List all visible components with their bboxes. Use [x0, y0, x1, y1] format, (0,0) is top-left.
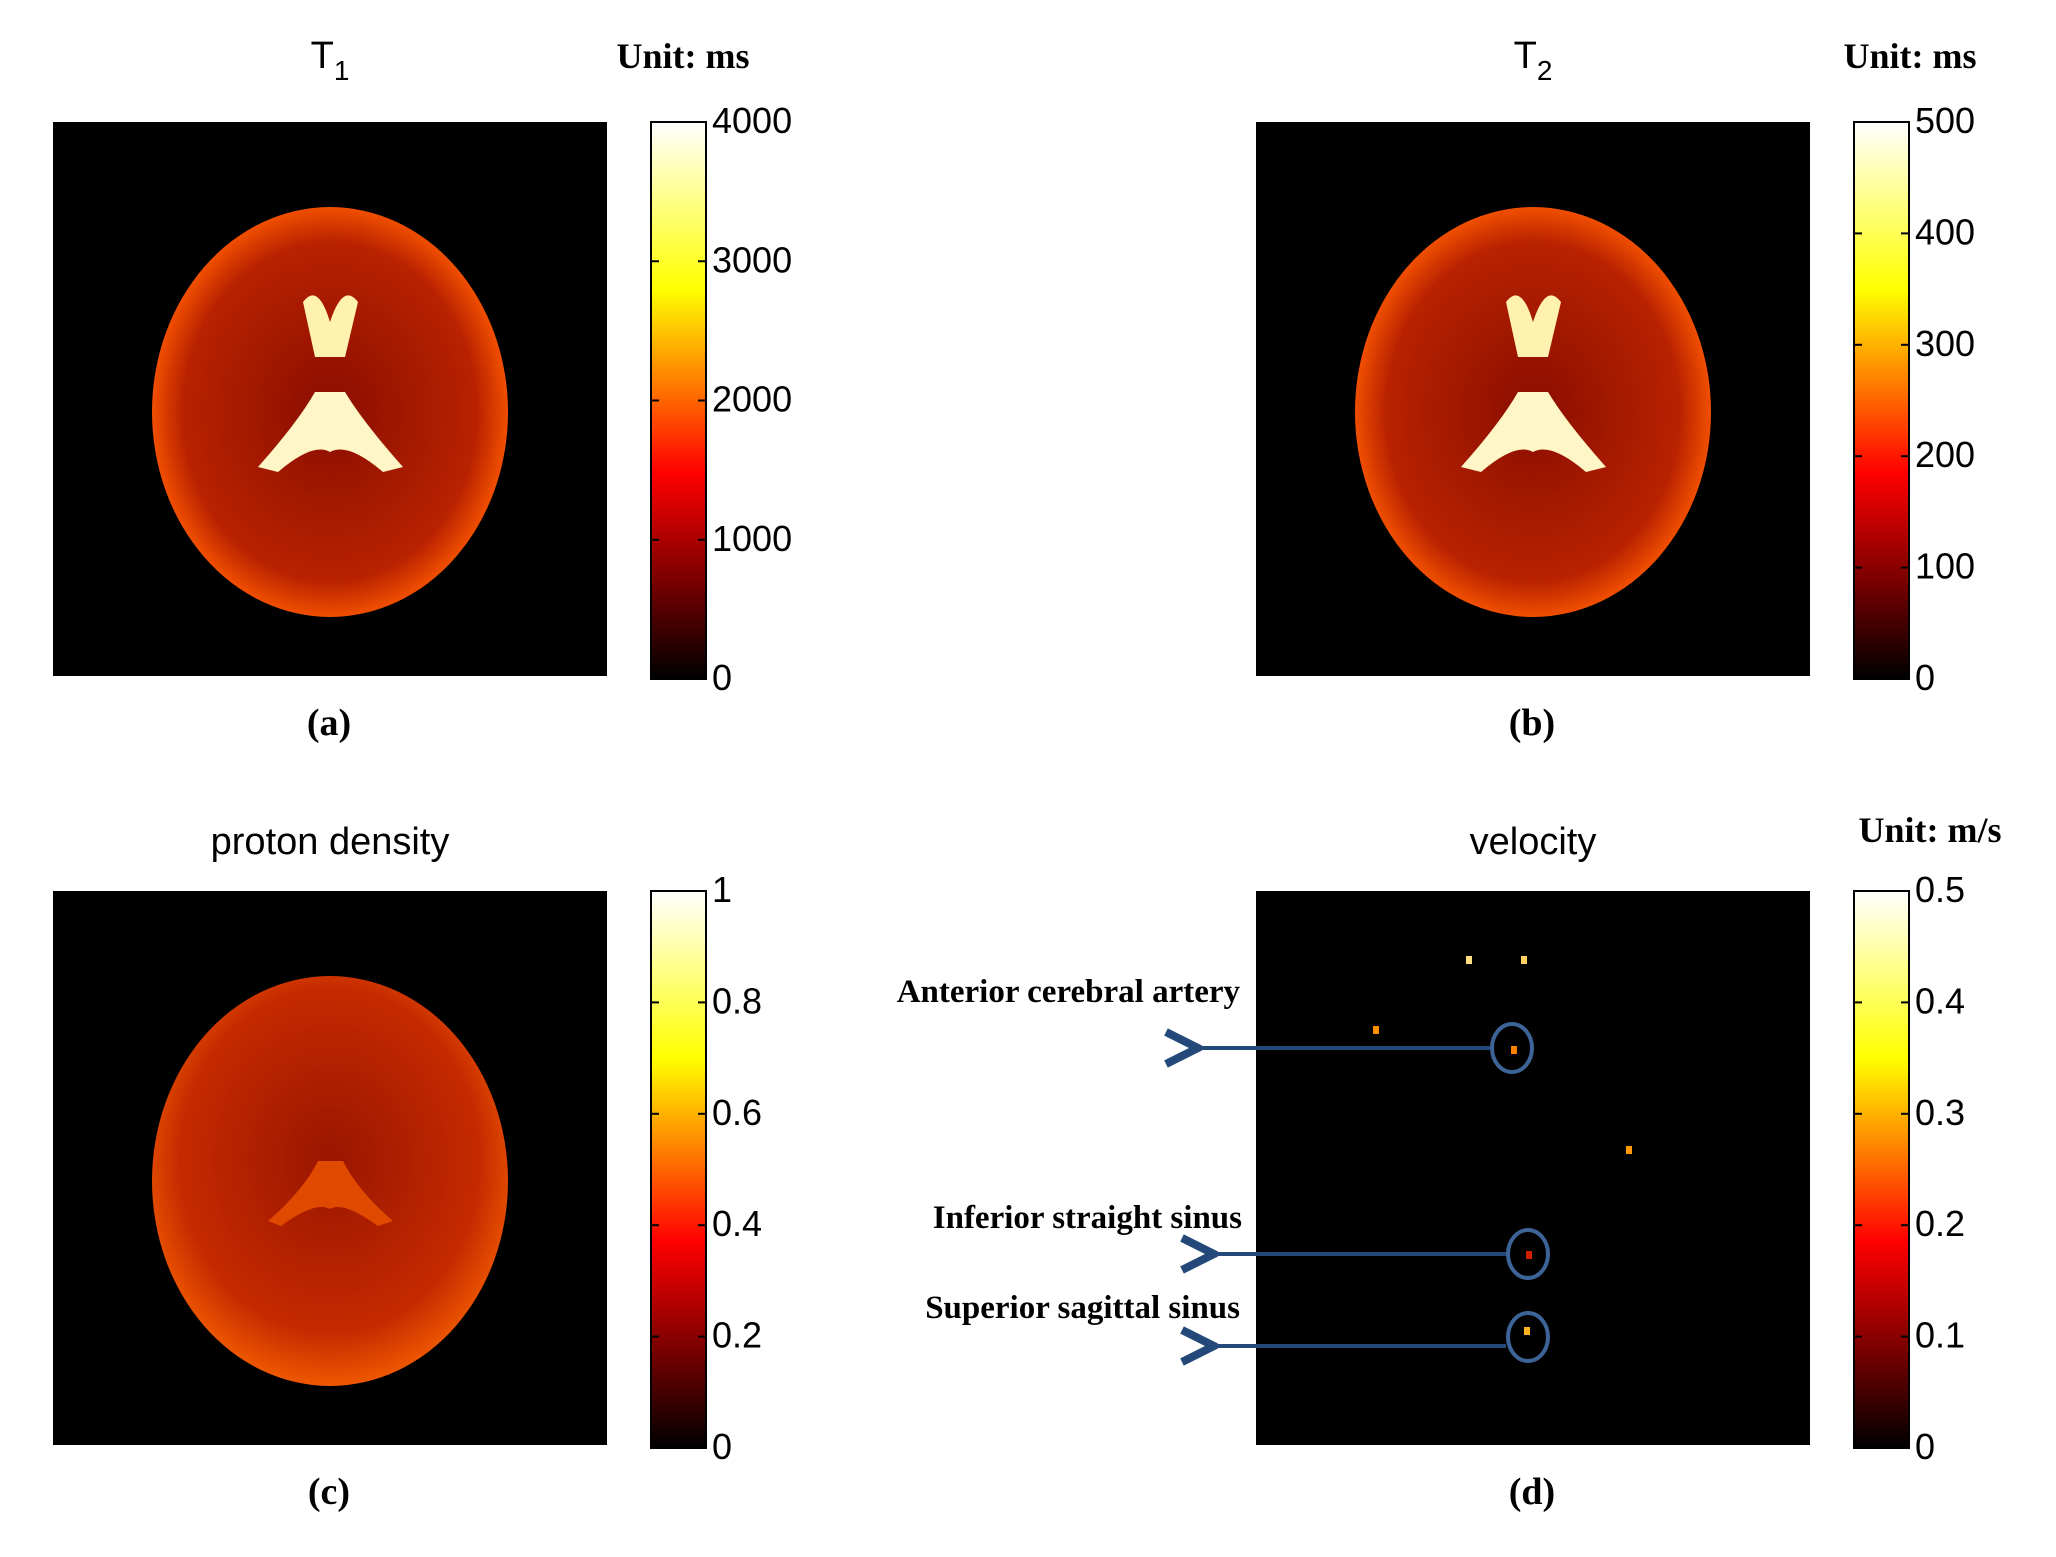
panel-title: T2: [1514, 35, 1553, 86]
vessel-pixel: [1373, 1026, 1379, 1034]
title-subscript: 2: [1537, 55, 1553, 86]
colorbar-tick-label: 0: [1915, 1426, 1935, 1467]
panel-label: (d): [1509, 1471, 1555, 1513]
unit-label: Unit: ms: [1844, 36, 1977, 76]
colorbar-tick-label: 1000: [712, 518, 792, 559]
colorbar: [650, 890, 707, 1449]
colorbar-tick-label: 300: [1915, 323, 1975, 364]
colorbar-tick-label: 0.6: [712, 1092, 762, 1133]
colorbar-tick-label: 200: [1915, 434, 1975, 475]
title-main: proton density: [211, 821, 450, 863]
colorbar-tick-label: 0.2: [712, 1315, 762, 1356]
colorbar: [1853, 890, 1910, 1449]
vessel-pixel: [1526, 1251, 1532, 1259]
unit-label: Unit: ms: [617, 36, 750, 76]
panel-title: T1: [311, 35, 350, 86]
annotation: Superior sagittal sinus: [925, 1290, 1240, 1326]
colorbar-tick-label: 3000: [712, 239, 792, 280]
colorbar-tick-label: 500: [1915, 100, 1975, 141]
annotation: Inferior straight sinus: [933, 1200, 1242, 1236]
panel-title: proton density: [211, 821, 450, 863]
ventricle: [268, 1161, 393, 1226]
vessel-pixel: [1511, 1046, 1517, 1054]
vessel-pixel: [1521, 956, 1527, 964]
colorbar-tick-label: 4000: [712, 100, 792, 141]
annotation-circle: [1506, 1311, 1550, 1363]
vessel-pixel: [1466, 956, 1472, 964]
colorbar: [1853, 121, 1910, 680]
annotation-circle: [1490, 1022, 1534, 1074]
panel-label: (b): [1509, 702, 1555, 744]
colorbar-tick-label: 0.1: [1915, 1315, 1965, 1356]
colorbar-tick-label: 0.8: [712, 980, 762, 1021]
colorbar: [650, 121, 707, 680]
colorbar-tick-label: 1: [712, 869, 732, 910]
panel: 0 0.1 0.2 0.3 0.4 0.5 velocity Unit: m/s (d): [1256, 810, 2002, 1513]
ventricle: [258, 392, 403, 472]
ventricle: [1461, 392, 1606, 472]
annotation-circle: [1506, 1228, 1550, 1280]
colorbar-tick-label: 100: [1915, 546, 1975, 587]
title-main: T: [1514, 35, 1537, 77]
panel-label: (c): [308, 1471, 350, 1513]
panel: 0 100 200 300 400 500 T2 Unit: ms (b): [1256, 35, 1977, 744]
colorbar-tick-label: 400: [1915, 211, 1975, 252]
unit-label: Unit: m/s: [1859, 810, 2002, 850]
title-main: velocity: [1470, 821, 1597, 863]
image-background: [1256, 891, 1810, 1445]
panel-label: (a): [307, 702, 351, 744]
colorbar-tick-label: 0: [712, 1426, 732, 1467]
panel: 0 0.2 0.4 0.6 0.8 1 proton density (c): [53, 821, 762, 1513]
vessel-pixel: [1626, 1146, 1632, 1154]
title-main: T: [311, 35, 334, 77]
panel-title: velocity: [1470, 821, 1597, 863]
colorbar-tick-label: 0.4: [712, 1203, 762, 1244]
vessel-pixel: [1524, 1327, 1530, 1335]
colorbar-tick-label: 0.2: [1915, 1203, 1965, 1244]
annotation: Anterior cerebral artery: [897, 974, 1241, 1010]
colorbar-tick-label: 0: [1915, 657, 1935, 698]
title-subscript: 1: [334, 55, 350, 86]
colorbar-tick-label: 0: [712, 657, 732, 698]
panel: 0 1000 2000 3000 4000 T1 Unit: ms (a): [53, 35, 792, 744]
colorbar-tick-label: 0.3: [1915, 1092, 1965, 1133]
ventricle: [303, 295, 358, 357]
colorbar-tick-label: 2000: [712, 379, 792, 420]
colorbar-tick-label: 0.4: [1915, 980, 1965, 1021]
ventricle: [1506, 295, 1561, 357]
colorbar-tick-label: 0.5: [1915, 869, 1965, 910]
